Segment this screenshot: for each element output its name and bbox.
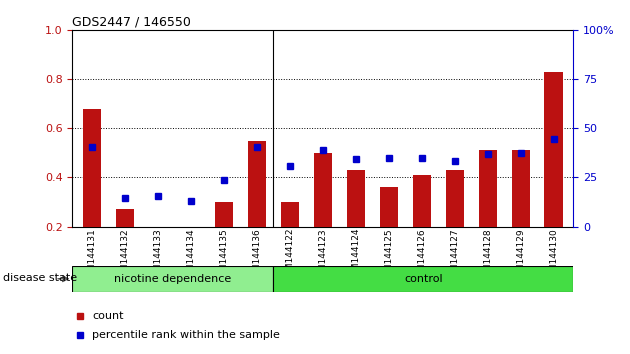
Text: GDS2447 / 146550: GDS2447 / 146550 xyxy=(72,16,192,29)
Bar xyxy=(273,266,573,292)
Bar xyxy=(380,187,398,227)
Bar xyxy=(346,170,365,227)
Bar xyxy=(215,202,233,227)
Bar xyxy=(314,153,332,227)
Text: control: control xyxy=(404,274,443,284)
Bar xyxy=(281,202,299,227)
Bar xyxy=(445,170,464,227)
Bar xyxy=(512,150,530,227)
Bar xyxy=(479,150,496,227)
Bar xyxy=(413,175,431,227)
Bar xyxy=(83,109,101,227)
Bar xyxy=(248,141,266,227)
Bar xyxy=(544,72,563,227)
Bar xyxy=(72,266,273,292)
Text: nicotine dependence: nicotine dependence xyxy=(114,274,232,284)
Text: percentile rank within the sample: percentile rank within the sample xyxy=(93,330,280,340)
Bar xyxy=(116,209,134,227)
Text: count: count xyxy=(93,311,124,321)
Text: disease state: disease state xyxy=(3,273,77,283)
